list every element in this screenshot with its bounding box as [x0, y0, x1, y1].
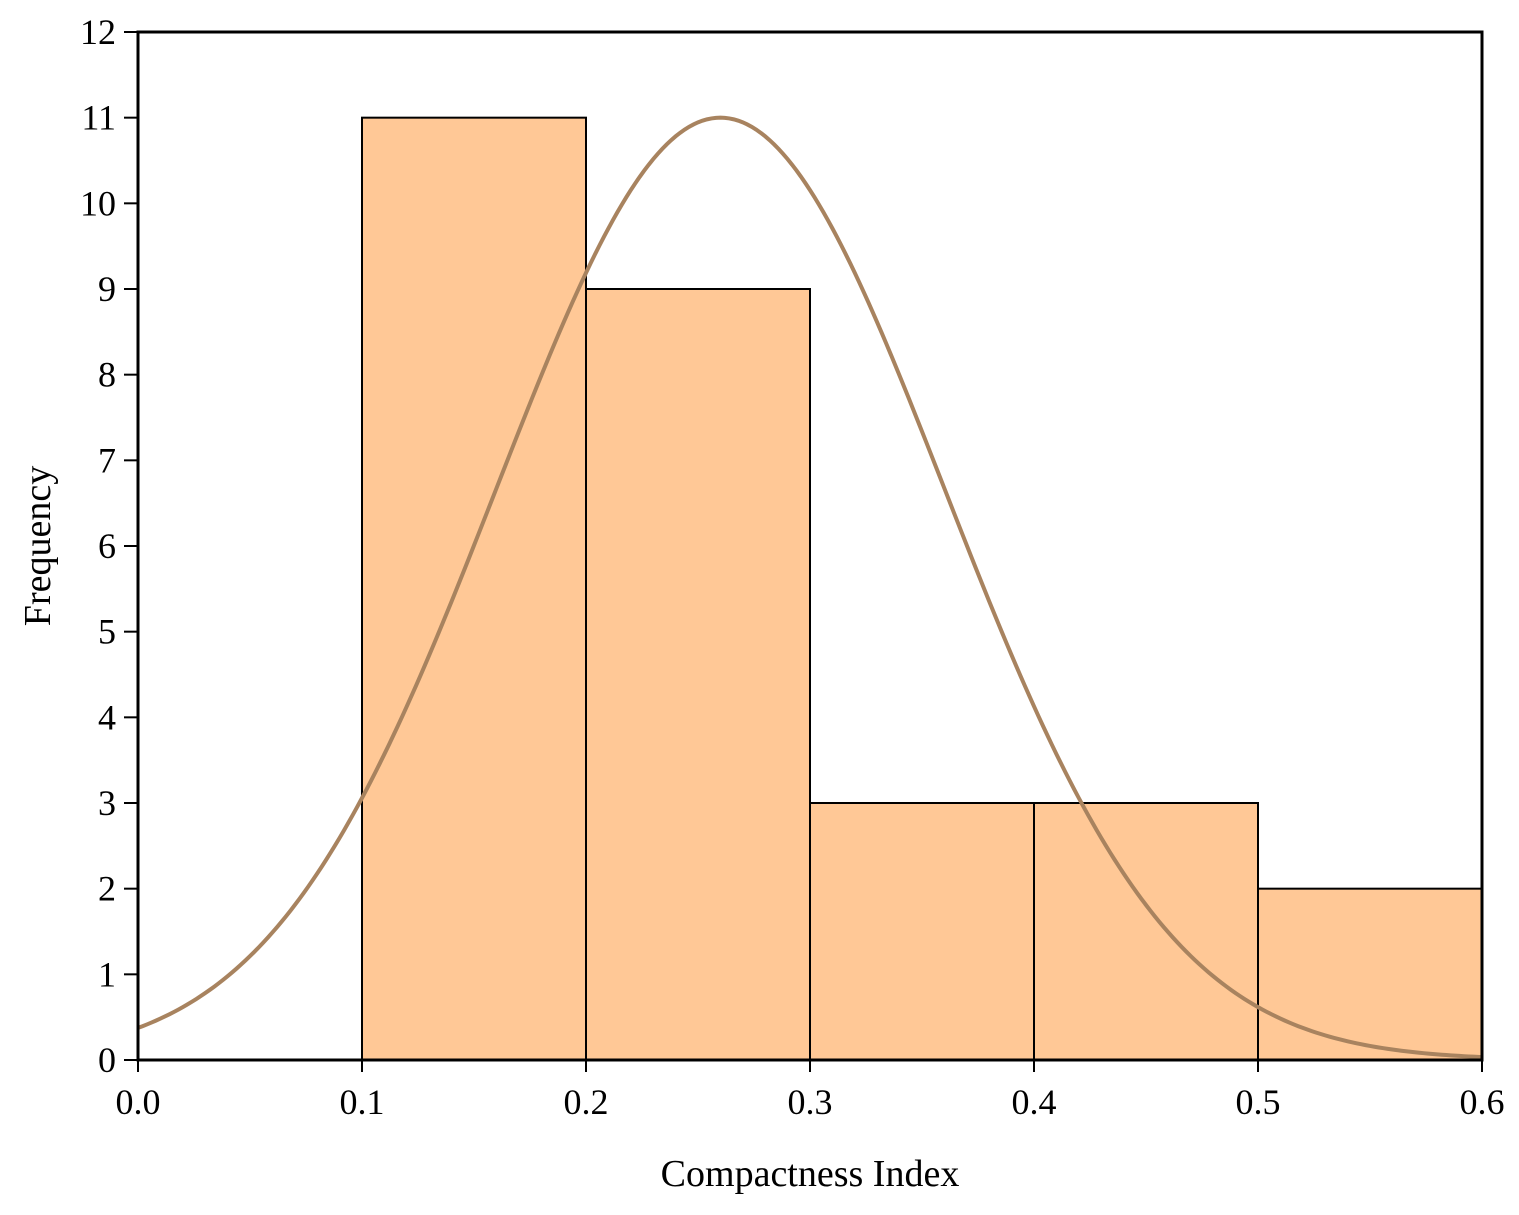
y-tick-label: 4 [98, 697, 116, 737]
histogram-bar-3 [809, 802, 1035, 1061]
y-tick-label: 0 [98, 1040, 116, 1080]
x-tick-label: 0.2 [564, 1082, 609, 1122]
y-tick-label: 8 [98, 355, 116, 395]
y-tick-label: 5 [98, 612, 116, 652]
y-tick-label: 7 [98, 440, 116, 480]
y-tick-label: 12 [80, 12, 116, 52]
y-tick-label: 6 [98, 526, 116, 566]
x-axis-title: Compactness Index [661, 1153, 960, 1195]
x-tick-label: 0.6 [1460, 1082, 1505, 1122]
y-tick-label: 9 [98, 269, 116, 309]
histogram-bar-5 [1257, 887, 1483, 1062]
x-tick-label: 0.3 [788, 1082, 833, 1122]
histogram-bar-4 [1033, 802, 1259, 1061]
histogram-bar-2 [585, 288, 811, 1061]
y-tick-label: 1 [98, 954, 116, 994]
y-tick-label: 10 [80, 183, 116, 223]
y-axis-title: Frequency [17, 466, 59, 626]
y-tick-label: 3 [98, 783, 116, 823]
y-tick-label: 2 [98, 869, 116, 909]
histogram-bars [361, 116, 1483, 1062]
x-axis-ticks: 0.0 0.1 0.2 0.3 0.4 0.5 0.6 [116, 1060, 1505, 1122]
x-tick-label: 0.4 [1012, 1082, 1057, 1122]
y-tick-label: 11 [81, 98, 116, 138]
x-tick-label: 0.0 [116, 1082, 161, 1122]
normal-distribution-curve [137, 115, 1483, 1060]
histogram-bar-1 [361, 116, 587, 1061]
x-tick-label: 0.1 [340, 1082, 385, 1122]
x-tick-label: 0.5 [1236, 1082, 1281, 1122]
